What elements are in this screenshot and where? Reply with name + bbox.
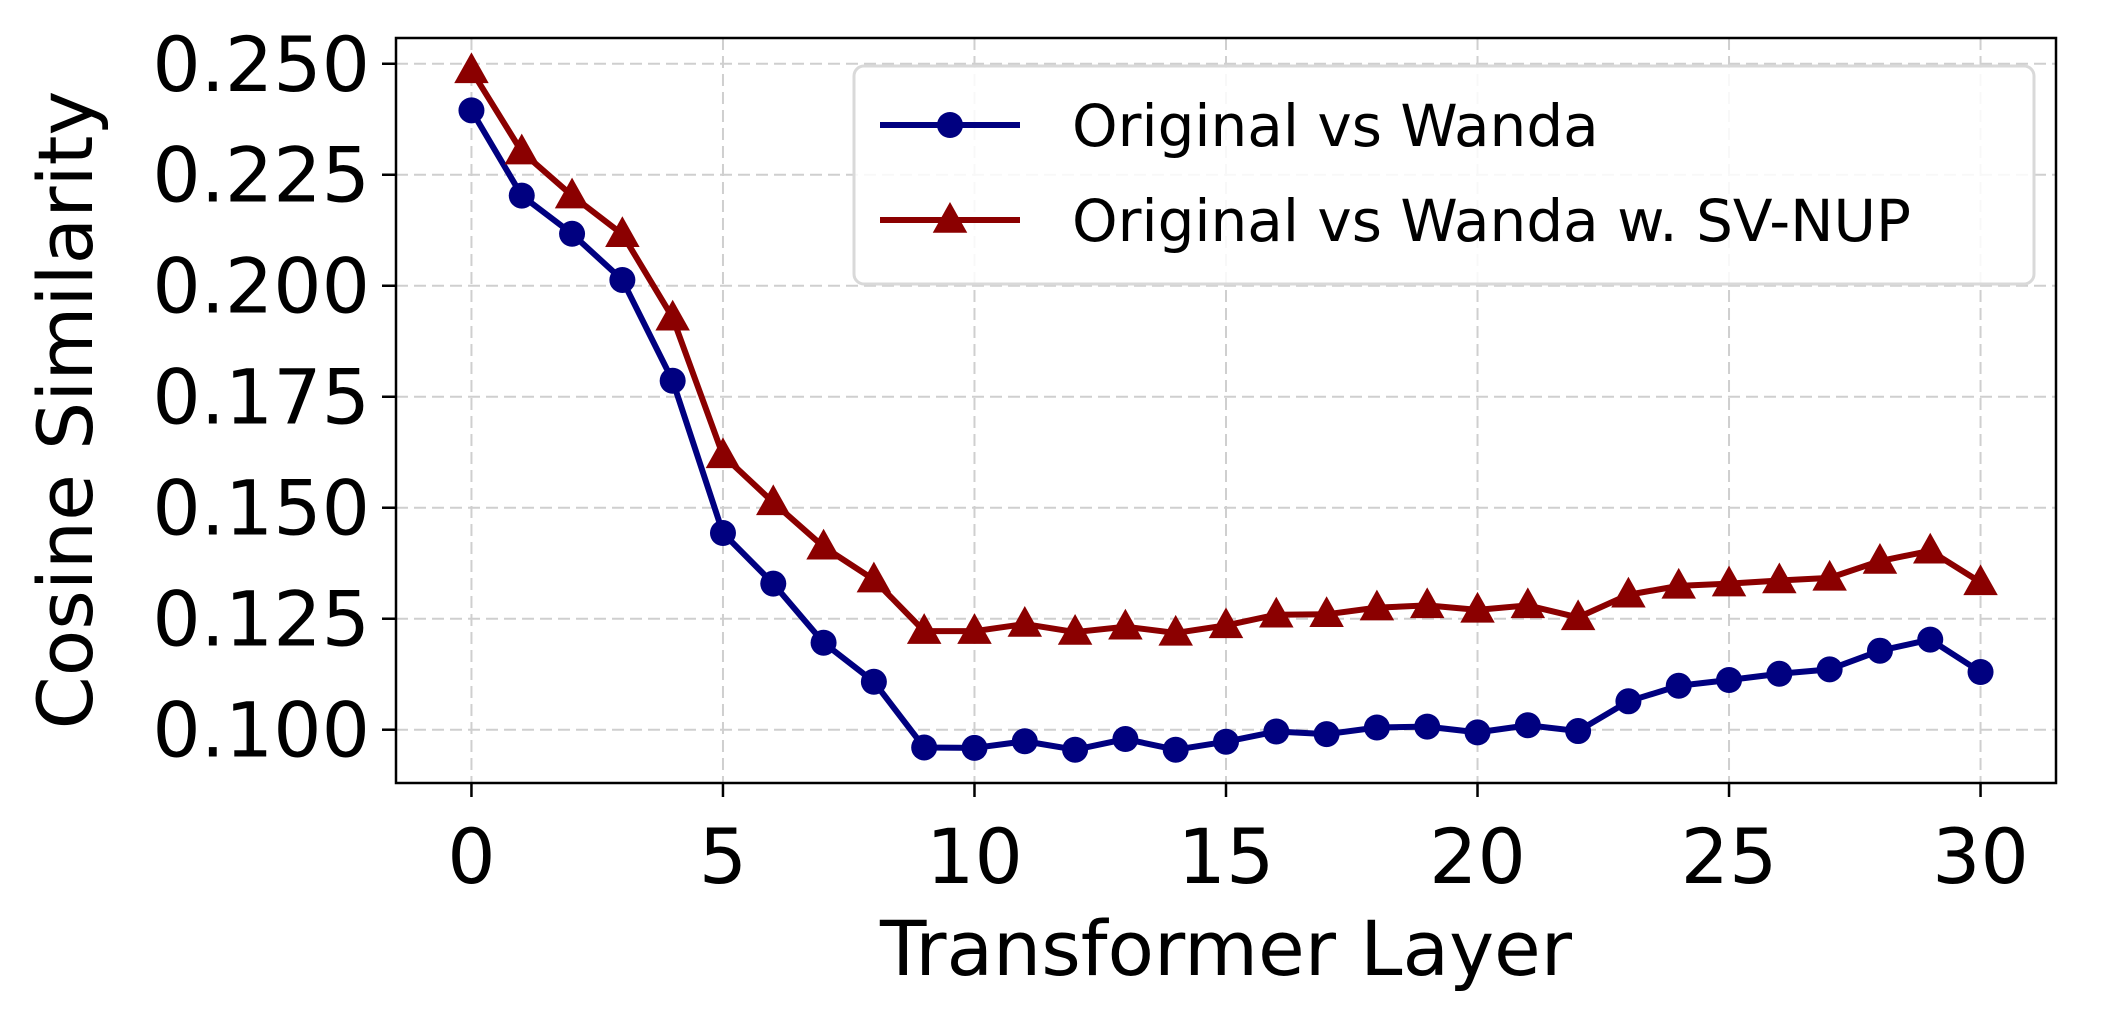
- data-point: [1967, 659, 1994, 686]
- data-point: [454, 52, 489, 84]
- legend-box: [852, 64, 2036, 286]
- series-layer: [454, 52, 1998, 763]
- data-point: [709, 520, 736, 547]
- data-point: [1661, 567, 1696, 599]
- y-tick-label: 0.250: [152, 20, 370, 109]
- data-point: [1565, 718, 1592, 745]
- data-point: [1363, 714, 1390, 741]
- data-point: [957, 613, 992, 644]
- x-tick-label: 10: [926, 812, 1023, 901]
- x-tick-label: 15: [1178, 812, 1275, 901]
- data-point: [1762, 562, 1797, 594]
- data-point: [1560, 599, 1596, 631]
- data-point: [961, 734, 988, 761]
- data-point: [1711, 565, 1747, 597]
- data-point: [760, 570, 787, 597]
- data-point: [1259, 596, 1294, 628]
- data-point: [1464, 719, 1491, 746]
- x-axis: 0 5 10 15 20 25 30: [447, 783, 2029, 901]
- data-point: [1162, 736, 1189, 763]
- x-tick-label: 25: [1681, 812, 1778, 901]
- data-point: [1514, 712, 1541, 739]
- data-point: [1007, 606, 1043, 637]
- data-point: [705, 437, 741, 469]
- data-point: [1057, 614, 1093, 645]
- data-point: [1208, 607, 1244, 639]
- data-point: [1510, 587, 1546, 619]
- data-point: [559, 220, 586, 247]
- y-axis-label: Cosine Similarity: [21, 91, 110, 730]
- y-tick-label: 0.100: [152, 686, 370, 775]
- data-point: [1963, 564, 1998, 596]
- data-point: [1011, 728, 1038, 755]
- series-1: [458, 97, 1994, 763]
- x-tick-label: 20: [1429, 812, 1526, 901]
- data-point: [806, 528, 841, 560]
- data-point: [1309, 596, 1344, 628]
- legend: Original vs Wanda Original vs Wanda w. SV…: [852, 64, 2036, 286]
- data-point: [911, 734, 938, 761]
- y-tick-label: 0.225: [152, 131, 370, 220]
- data-point: [1862, 543, 1898, 574]
- series-2: [454, 52, 1998, 646]
- data-point: [1460, 591, 1495, 623]
- data-point: [1263, 718, 1290, 745]
- legend-label: Original vs Wanda w. SV-NUP: [1072, 187, 1911, 255]
- data-point: [554, 177, 590, 209]
- data-point: [1611, 576, 1646, 608]
- data-point: [655, 299, 690, 331]
- data-point: [1812, 559, 1847, 591]
- data-point: [605, 216, 640, 247]
- y-tick-label: 0.175: [152, 353, 370, 442]
- data-point: [1414, 713, 1441, 740]
- y-tick-label: 0.200: [152, 242, 370, 331]
- data-point: [504, 133, 540, 165]
- data-point: [1665, 672, 1692, 699]
- legend-marker: [937, 112, 963, 138]
- data-point: [1062, 736, 1089, 763]
- data-point: [1816, 656, 1843, 683]
- data-point: [1866, 637, 1893, 664]
- data-point: [1359, 589, 1395, 621]
- legend-label: Original vs Wanda: [1072, 92, 1599, 160]
- data-point: [1766, 660, 1793, 687]
- legend-entry-1: Original vs Wanda: [880, 92, 1599, 160]
- data-point: [1108, 608, 1143, 640]
- data-point: [856, 561, 892, 593]
- data-point: [508, 182, 535, 209]
- data-point: [810, 629, 837, 656]
- legend-marker: [932, 202, 968, 233]
- x-tick-label: 5: [699, 812, 747, 901]
- data-point: [1158, 614, 1193, 646]
- y-tick-label: 0.125: [152, 575, 370, 664]
- data-point: [1615, 688, 1642, 715]
- y-axis: 0.100 0.125 0.150 0.175 0.200 0.225 0.250: [152, 20, 396, 775]
- x-axis-label: Transformer Layer: [879, 904, 1573, 993]
- data-point: [756, 484, 791, 516]
- data-point: [609, 266, 636, 293]
- legend-entries: Original vs Wanda Original vs Wanda w. SV…: [880, 92, 1911, 255]
- data-point: [1313, 721, 1340, 748]
- legend-entry-2: Original vs Wanda w. SV-NUP: [880, 187, 1911, 255]
- data-point: [1409, 587, 1445, 619]
- data-point: [1917, 626, 1944, 653]
- x-tick-label: 30: [1932, 812, 2029, 901]
- data-point: [860, 668, 887, 695]
- x-tick-label: 0: [447, 812, 495, 901]
- data-point: [659, 367, 686, 394]
- data-point: [1716, 666, 1743, 693]
- data-point: [1213, 728, 1239, 755]
- y-tick-label: 0.150: [152, 464, 370, 553]
- data-point: [458, 97, 485, 124]
- data-point: [1912, 532, 1948, 564]
- data-point: [906, 613, 942, 644]
- data-point: [1112, 726, 1139, 753]
